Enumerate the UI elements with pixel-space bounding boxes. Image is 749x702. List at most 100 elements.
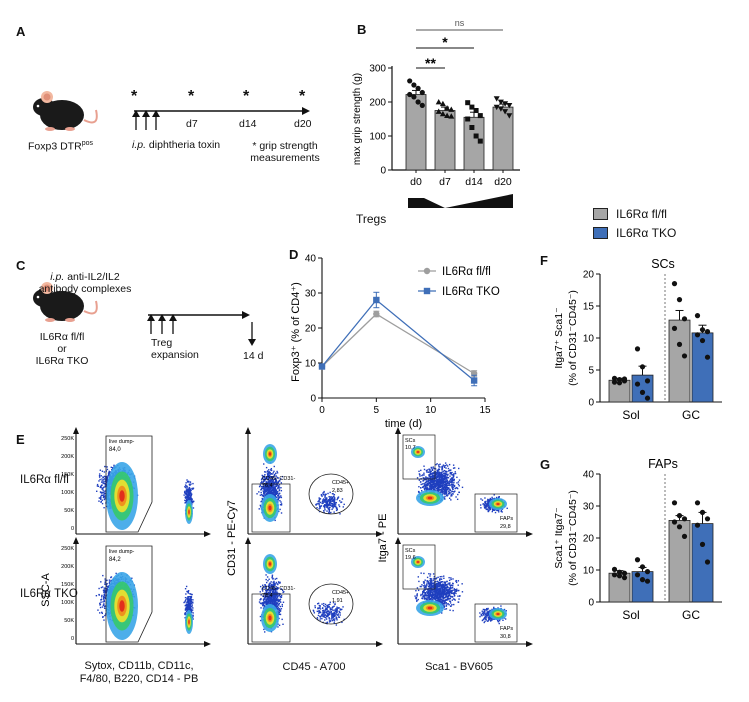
panel-c-schematic bbox=[33, 282, 256, 346]
y-axis-label: max grip strength (g) bbox=[352, 73, 363, 165]
x-tick-label: 5 bbox=[374, 405, 380, 416]
data-point bbox=[621, 575, 628, 581]
data-point bbox=[634, 572, 641, 578]
data-point bbox=[477, 138, 483, 144]
data-point bbox=[439, 100, 446, 107]
live-dump-gate bbox=[105, 545, 153, 643]
data-point bbox=[621, 376, 628, 382]
data-point bbox=[676, 297, 683, 303]
data-point bbox=[448, 106, 455, 112]
data-point bbox=[439, 110, 446, 117]
cd45pos-gate-label: CD45+ bbox=[332, 480, 349, 486]
dump-neg-density bbox=[106, 462, 138, 530]
live-dump-gate-label: live dump- bbox=[109, 549, 135, 555]
star-d20: * bbox=[299, 88, 306, 105]
timepoint-d14: d14 bbox=[239, 118, 257, 130]
injection-arrows bbox=[147, 314, 177, 334]
ssc-tick-label: 250K bbox=[61, 546, 74, 552]
scs-chart: SCs 0 5 10 15 20 Itga7⁺ Sca1⁻ (% of CD31⁻CD45⁻)… bbox=[553, 257, 722, 422]
tregs-label: Tregs bbox=[356, 212, 387, 226]
faps-gate-value: 30,8 bbox=[500, 634, 511, 640]
scs-gate bbox=[402, 544, 436, 590]
tregs-wedge bbox=[408, 194, 513, 208]
y-tick-label: 100 bbox=[369, 132, 386, 143]
grip-strength-chart: 0 100 200 300 max grip strength (g) d0 d7 d14 d2… bbox=[352, 18, 520, 208]
data-point bbox=[704, 516, 711, 522]
data-point bbox=[699, 541, 706, 547]
y-tick-label: 0 bbox=[588, 598, 594, 609]
cd45cd31-gate-label: CD45- CD31- bbox=[262, 586, 295, 592]
data-point bbox=[493, 104, 500, 111]
data-point bbox=[681, 316, 688, 322]
sig-label-single: * bbox=[442, 34, 448, 50]
y-tick-label: 30 bbox=[583, 502, 595, 513]
data-point bbox=[681, 533, 688, 539]
star-d7: * bbox=[188, 88, 195, 105]
x-tick-label: 15 bbox=[479, 405, 491, 416]
chart-title: FAPs bbox=[648, 457, 678, 471]
data-point bbox=[611, 375, 618, 381]
mouse-genotype-label-c: IL6Rα fl/fl or IL6Rα TKO bbox=[35, 331, 89, 367]
data-point bbox=[616, 573, 623, 579]
cd45cd31-gate bbox=[251, 593, 291, 643]
timepoint-d7: d7 bbox=[186, 118, 198, 130]
scs-density bbox=[416, 600, 444, 616]
panel-letter-g: G bbox=[540, 457, 551, 472]
y-tick-label: 20 bbox=[583, 534, 595, 545]
upper-density bbox=[411, 446, 425, 458]
timeline-arrowhead bbox=[242, 311, 250, 319]
data-point bbox=[473, 108, 479, 113]
flow-xlabel-col2: CD45 - A700 bbox=[282, 661, 346, 673]
x-tick-label: GC bbox=[682, 608, 700, 622]
y-axis-label-line1: Itga7⁺ Sca1⁻ bbox=[553, 307, 565, 369]
dump-neg-density bbox=[106, 572, 138, 640]
flow-xlabel-col1: Sytox, CD11b, CD11c, F4/80, B220, CD14 - … bbox=[79, 660, 199, 685]
flow-x-arrow bbox=[376, 641, 383, 647]
legend-swatch-tko bbox=[593, 227, 608, 239]
live-dump-gate bbox=[105, 435, 153, 533]
ssc-tick-label: 150K bbox=[61, 582, 74, 588]
data-point bbox=[676, 524, 683, 530]
genotype-legend: IL6Rα fl/fl IL6Rα TKO bbox=[593, 206, 676, 241]
data-point bbox=[506, 103, 513, 109]
data-point bbox=[470, 377, 478, 384]
data-point bbox=[671, 325, 678, 331]
cd45cd31-gate-value: 78,4 bbox=[262, 593, 273, 599]
data-point bbox=[671, 500, 678, 506]
ssc-tick-label: 0 bbox=[71, 526, 74, 532]
cd45cd31-gate bbox=[251, 483, 291, 533]
x-tick-label: d14 bbox=[465, 176, 483, 188]
panel-letter-c: C bbox=[16, 258, 26, 273]
data-point bbox=[502, 101, 509, 107]
live-dump-gate-value: 84,2 bbox=[109, 557, 121, 563]
data-point bbox=[676, 341, 683, 347]
flow-xlabel-col3: Sca1 - BV605 bbox=[425, 661, 493, 673]
data-point bbox=[644, 395, 651, 401]
data-point bbox=[506, 113, 513, 119]
cd45pos-gate-value: 1,91 bbox=[332, 598, 343, 604]
y-tick-label: 300 bbox=[369, 64, 386, 75]
panel-letter-f: F bbox=[540, 253, 548, 268]
data-point bbox=[407, 78, 413, 84]
x-tick-label: d7 bbox=[439, 176, 451, 188]
data-point bbox=[671, 519, 678, 525]
cd45-cloud bbox=[312, 601, 345, 626]
faps-gate bbox=[474, 493, 518, 533]
y-tick-label: 30 bbox=[305, 289, 317, 300]
cd31pos-density bbox=[263, 444, 277, 464]
data-point bbox=[415, 85, 421, 91]
ssc-tick-label: 50K bbox=[64, 508, 74, 514]
data-point bbox=[444, 112, 451, 118]
cd45cd31-gate-value: 76,4 bbox=[262, 483, 273, 489]
x-axis-label: time (d) bbox=[385, 418, 422, 430]
panel-a-schematic bbox=[33, 91, 310, 131]
cd45pos-gate-label: CD45+ bbox=[332, 590, 349, 596]
data-point bbox=[639, 577, 646, 583]
data-point bbox=[704, 329, 711, 335]
flow-ylabel-col3: Itga7 - PE bbox=[377, 514, 389, 563]
flow-x-arrow bbox=[526, 641, 533, 647]
bar-GC-0 bbox=[668, 520, 691, 603]
data-point bbox=[611, 566, 618, 572]
ssc-tick-label: 200K bbox=[61, 454, 74, 460]
flow-ylabel-col2: CD31 - PE-Cy7 bbox=[226, 500, 238, 576]
